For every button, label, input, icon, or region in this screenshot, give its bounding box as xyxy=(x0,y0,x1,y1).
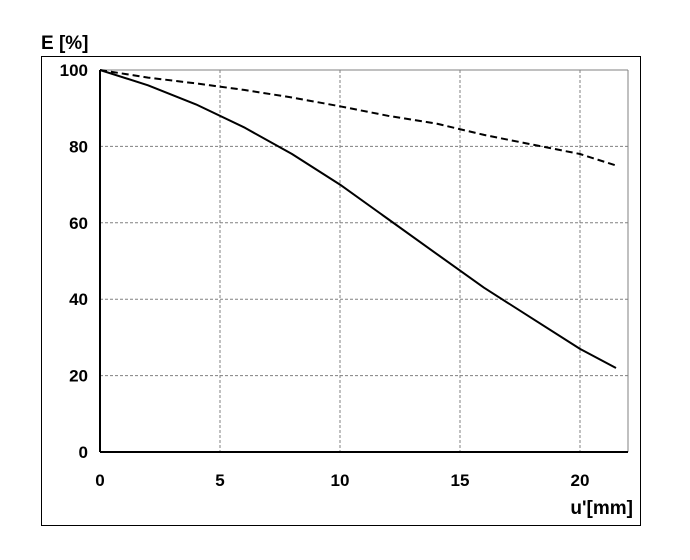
dashed-series-line xyxy=(99,69,617,167)
y-tick-label: 0 xyxy=(79,443,88,462)
y-tick-label: 60 xyxy=(69,214,88,233)
x-tick-label: 15 xyxy=(451,471,470,490)
y-tick-label: 100 xyxy=(60,61,88,80)
series-lines xyxy=(99,69,617,369)
x-tick-label: 5 xyxy=(215,471,224,490)
x-axis-title: u'[mm] xyxy=(570,498,633,519)
y-tick-label: 40 xyxy=(69,290,88,309)
x-tick-label: 10 xyxy=(331,471,350,490)
solid-series-line xyxy=(99,69,617,369)
y-tick-label: 80 xyxy=(69,137,88,156)
x-tick-label: 0 xyxy=(95,471,104,490)
x-tick-label: 20 xyxy=(571,471,590,490)
axes xyxy=(99,70,628,453)
chart-frame xyxy=(41,56,641,526)
y-axis-title: E [%] xyxy=(41,33,89,54)
grid-lines xyxy=(100,69,629,452)
tick-labels: 0 20 40 60 80 100 0 5 10 15 20 xyxy=(60,61,590,490)
y-tick-label: 20 xyxy=(69,367,88,386)
